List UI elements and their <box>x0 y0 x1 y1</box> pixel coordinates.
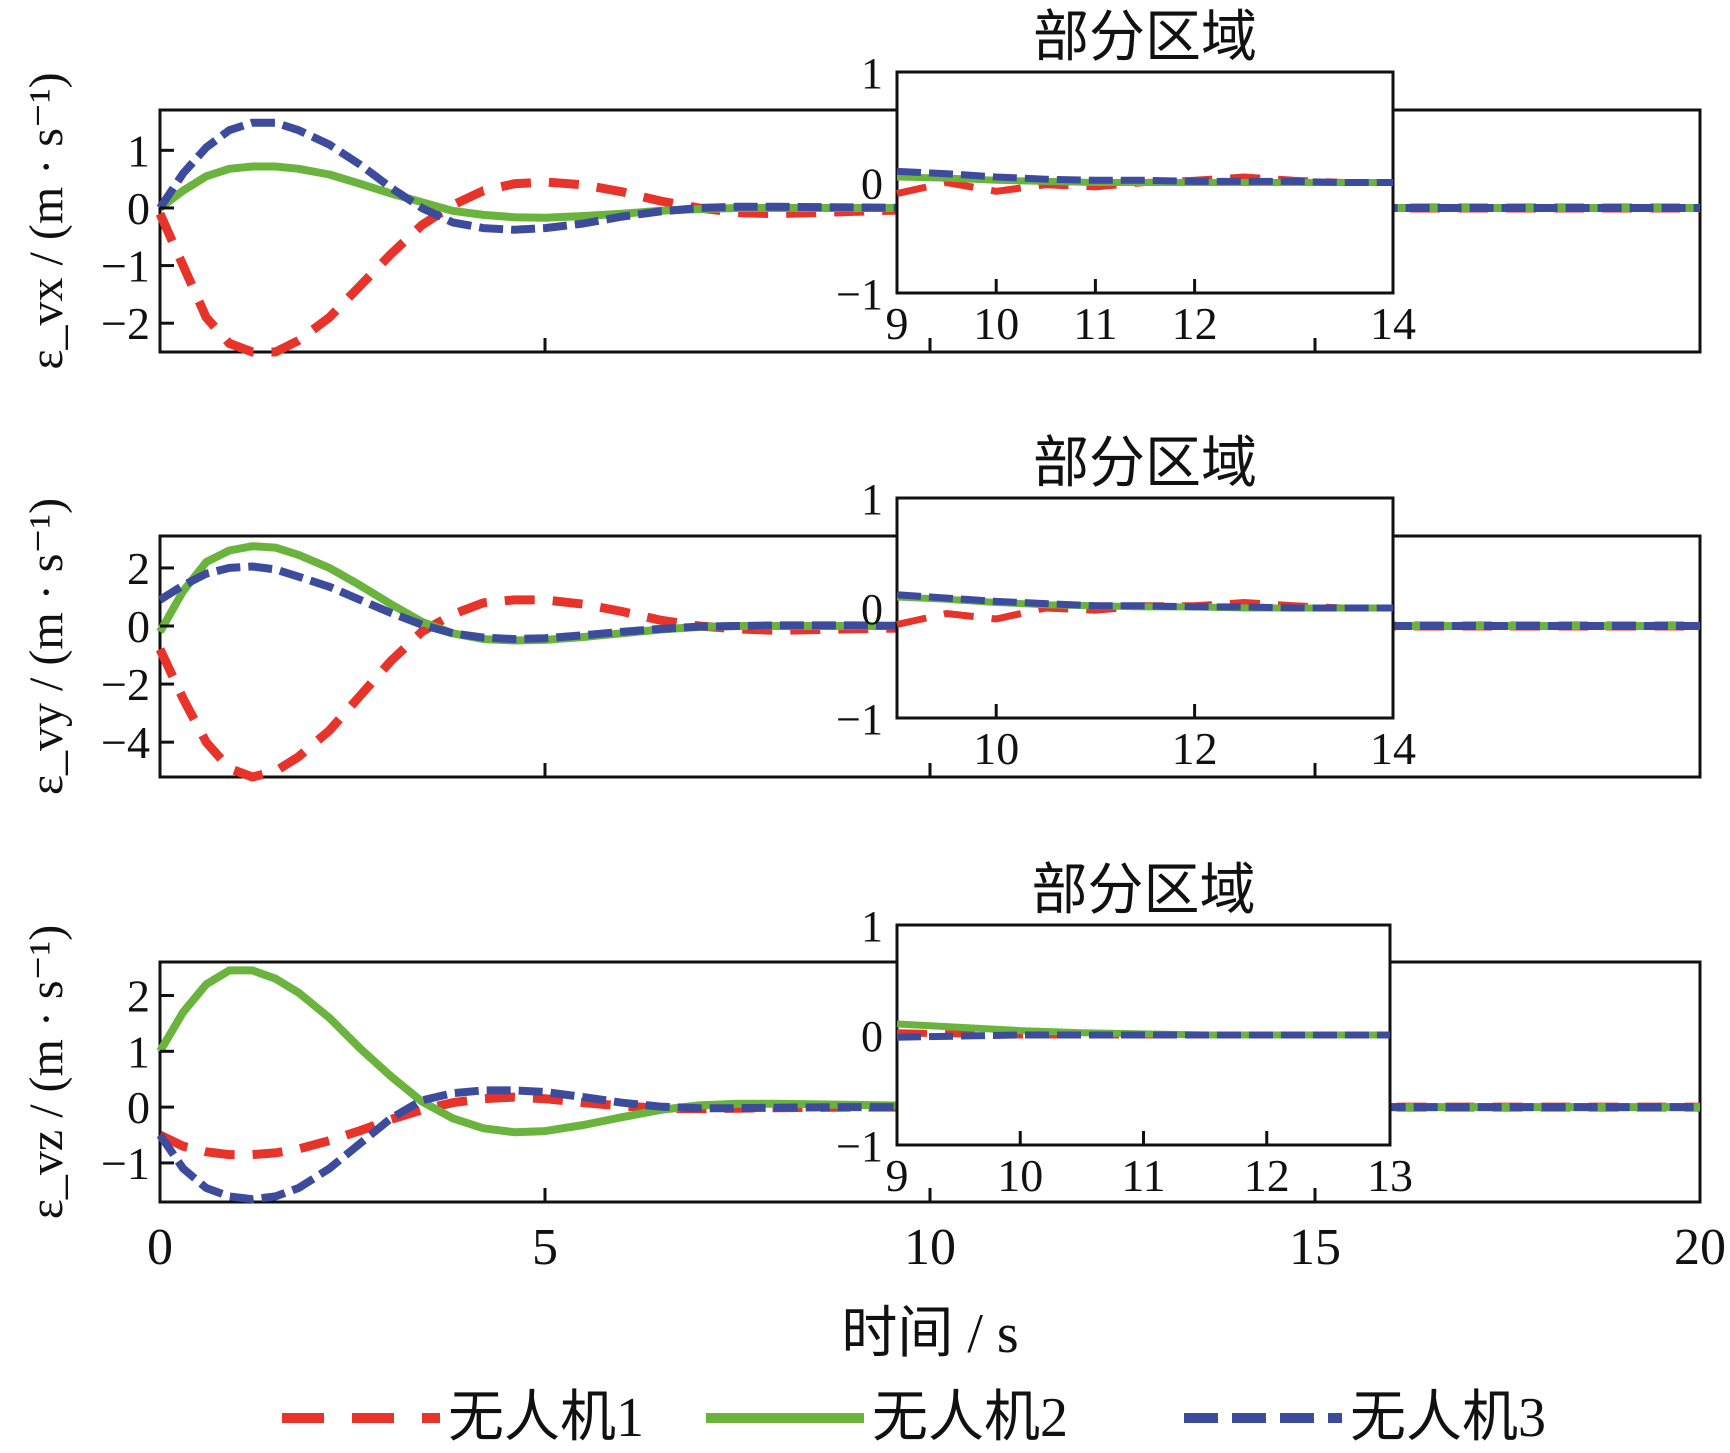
inset-x-tick-label: 10 <box>973 298 1019 349</box>
y-tick-label: 0 <box>127 183 150 234</box>
inset-y-tick-label: 1 <box>861 902 883 951</box>
inset-series-line-2 <box>896 173 1393 186</box>
y-tick-label: −1 <box>101 1138 150 1189</box>
y-axis-label: ε_vy / (m · s⁻¹) <box>20 498 73 795</box>
inset-x-tick-label: 12 <box>1172 723 1218 774</box>
inset-x-tick-label: 13 <box>1367 1150 1413 1201</box>
inset-x-tick-label: 12 <box>1244 1150 1290 1201</box>
inset-y-tick-label: 1 <box>861 475 883 524</box>
x-tick-label: 15 <box>1289 1219 1341 1276</box>
inset-y-tick-label: 0 <box>861 585 883 634</box>
x-tick-label: 10 <box>904 1219 956 1276</box>
inset-y-tick-label: −1 <box>836 695 883 744</box>
x-tick-label: 0 <box>147 1219 173 1276</box>
y-tick-label: 2 <box>127 970 150 1021</box>
inset-vz: −1 0 1 9 10 11 12 13 部分区域 <box>836 860 1413 1201</box>
inset-x-tick-label: 10 <box>973 723 1019 774</box>
y-tick-label: 0 <box>127 1082 150 1133</box>
y-tick-label: −2 <box>101 659 150 710</box>
y-axis-label: ε_vz / (m · s⁻¹) <box>20 925 73 1220</box>
inset-vy: −1 0 1 10 12 14 部分区域 <box>836 433 1416 774</box>
x-tick-label: 5 <box>532 1219 558 1276</box>
series-line-3 <box>157 562 1700 644</box>
y-tick-label: −4 <box>101 717 150 768</box>
x-tick-label: 20 <box>1674 1219 1726 1276</box>
inset-y-tick-label: 0 <box>861 160 883 209</box>
inset-x-tick-label: 10 <box>997 1150 1043 1201</box>
inset-y-tick-label: 0 <box>861 1012 883 1061</box>
inset-x-tick-label: 9 <box>886 1150 909 1201</box>
inset-series-line-3 <box>896 1031 1390 1041</box>
y-tick-label: 2 <box>127 543 150 594</box>
y-axis-label: ε_vx / (m · s⁻¹) <box>20 72 73 369</box>
legend: 无人机1 无人机2 无人机3 <box>282 1387 1546 1449</box>
inset-y-tick-label: −1 <box>836 270 883 319</box>
series-line-3 <box>156 118 1700 234</box>
inset-x-tick-label: 14 <box>1370 723 1416 774</box>
legend-label-2: 无人机2 <box>872 1387 1068 1449</box>
inset-series-line-3 <box>896 591 1393 612</box>
y-tick-label: 0 <box>127 601 150 652</box>
legend-label-1: 无人机1 <box>448 1387 644 1449</box>
panel-vx: −2 −1 0 1 ε_vx / (m · s⁻¹) −1 0 1 9 10 11 12 14 部分区域 <box>20 7 1702 370</box>
inset-y-tick-label: 1 <box>861 49 883 98</box>
inset-title: 部分区域 <box>1033 433 1257 495</box>
inset-x-tick-label: 11 <box>1121 1150 1165 1201</box>
inset-title: 部分区域 <box>1032 860 1256 922</box>
y-tick-label: 1 <box>127 125 150 176</box>
y-tick-label: 1 <box>127 1026 150 1077</box>
inset-x-tick-label: 12 <box>1172 298 1218 349</box>
inset-series-line-3 <box>896 167 1393 186</box>
x-axis-label: 时间 / s <box>841 1303 1018 1365</box>
series-line-3 <box>156 1086 1700 1204</box>
inset-x-tick-label: 14 <box>1370 298 1416 349</box>
y-tick-label: −1 <box>101 241 150 292</box>
inset-x-tick-label: 9 <box>886 298 909 349</box>
inset-title: 部分区域 <box>1033 7 1257 69</box>
inset-vx: −1 0 1 9 10 11 12 14 部分区域 <box>836 7 1416 349</box>
legend-label-3: 无人机3 <box>1350 1387 1546 1449</box>
inset-y-tick-label: −1 <box>836 1122 883 1171</box>
inset-x-tick-label: 11 <box>1073 298 1117 349</box>
panel-vy: −4 −2 0 2 ε_vy / (m · s⁻¹) −1 0 1 10 12 14 部分区域 <box>20 433 1702 795</box>
y-tick-label: −2 <box>101 298 150 349</box>
